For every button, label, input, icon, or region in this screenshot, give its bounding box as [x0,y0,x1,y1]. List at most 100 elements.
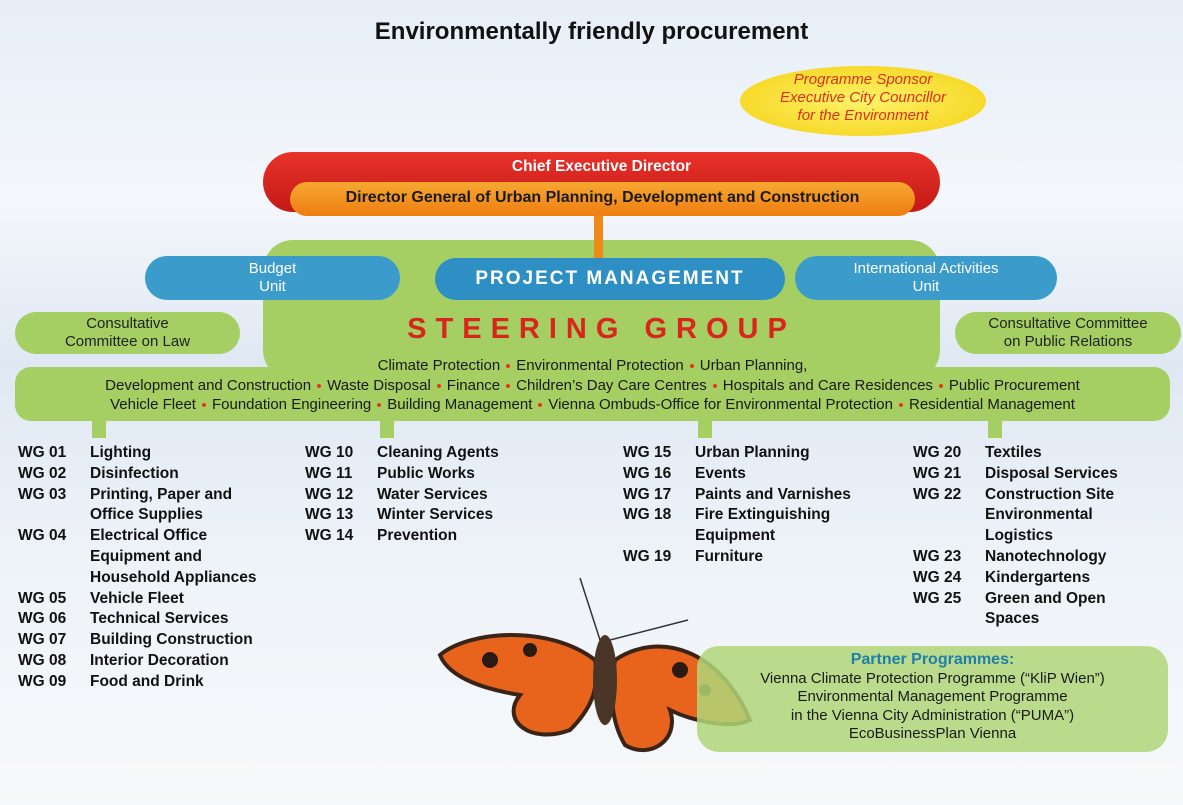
wg-name: Nanotechnology [985,547,1106,568]
wg-code: WG 24 [913,568,985,589]
wg-code: WG 23 [913,547,985,568]
wg-name: Printing, Paper andOffice Supplies [90,485,232,527]
wg-name-line: Urban Planning [695,443,810,464]
wg-name-line: Winter Services [377,505,493,526]
wg-code: WG 08 [18,651,90,672]
partner-line: in the Vienna City Administration (“PUMA… [697,707,1168,726]
wg-name: Technical Services [90,609,228,630]
partner-line: EcoBusinessPlan Vienna [697,725,1168,744]
wg-row: WG 11Public Works [305,464,499,485]
chief: Chief Executive Director [263,158,940,176]
wg-name-line: Equipment [695,526,830,547]
wg-code: WG 18 [623,505,695,547]
wg-code: WG 25 [913,589,985,631]
wg-name-line: Food and Drink [90,672,204,693]
wg-name-line: Furniture [695,547,763,568]
wg-name-line: Interior Decoration [90,651,229,672]
sponsor-line: for the Environment [740,107,986,125]
wg-name-line: Cleaning Agents [377,443,499,464]
member: Building Management [387,396,532,413]
wg-code: WG 16 [623,464,695,485]
project-management: PROJECT MANAGEMENT [435,258,785,300]
wg-name: Furniture [695,547,763,568]
sponsor-box: Programme Sponsor Executive City Council… [740,66,986,136]
members-line: Development and Construction Waste Dispos… [15,376,1170,396]
separator-dot [899,403,903,407]
antenna [580,578,600,640]
partner-line: Environmental Management Programme [697,688,1168,707]
wg-code: WG 20 [913,443,985,464]
member: Vienna Ombuds-Office for Environmental P… [548,396,893,413]
members-line: Vehicle FleetFoundation EngineeringBuild… [15,395,1170,415]
body [593,635,617,725]
separator-dot [506,384,510,388]
wg-name: Disinfection [90,464,179,485]
wg-code: WG 01 [18,443,90,464]
wg-code: WG 15 [623,443,695,464]
wg-name-line: Electrical Office [90,526,257,547]
wg-name: Lighting [90,443,151,464]
separator-dot [377,403,381,407]
wg-name-line: Nanotechnology [985,547,1106,568]
wg-name-line: Prevention [377,526,457,547]
consult-law: Consultative Committee on Law [15,312,240,354]
member: Climate Protection [378,357,501,374]
wg-name-line: Disinfection [90,464,179,485]
page: Environmentally friendly procurement Pro… [0,0,1183,805]
partner-box: Partner Programmes: Vienna Climate Prote… [697,646,1168,752]
separator-dot [538,403,542,407]
international-unit: International Activities Unit [795,256,1057,300]
member: Development and Construction [105,377,311,394]
wg-name: Prevention [377,526,457,547]
budget-line: Budget [145,260,400,278]
international-line: Unit [795,278,1057,296]
wg-name-line: Textiles [985,443,1042,464]
member: Children’s Day Care Centres [516,377,707,394]
title: Environmentally friendly procurement [0,18,1183,46]
member: Public Procurement [949,377,1080,394]
wg-name-line: Public Works [377,464,475,485]
budget-line: Unit [145,278,400,296]
wg-name: Disposal Services [985,464,1118,485]
wg-code: WG 09 [18,672,90,693]
partner-title: Partner Programmes: [697,651,1168,670]
partner-line: Vienna Climate Protection Programme (“Kl… [697,670,1168,689]
consult-pr-line: Consultative Committee [955,315,1181,333]
wg-name: Events [695,464,746,485]
wg-name-line: Events [695,464,746,485]
member: Environmental Protection [516,357,684,374]
member: Urban Planning, [700,357,808,374]
wg-code: WG 19 [623,547,695,568]
international-line: International Activities [795,260,1057,278]
wg-code: WG 03 [18,485,90,527]
connector [380,418,394,438]
spot [482,652,498,668]
wg-name: Cleaning Agents [377,443,499,464]
wg-name: Food and Drink [90,672,204,693]
wg-row: WG 05Vehicle Fleet [18,589,257,610]
wg-code: WG 07 [18,630,90,651]
member: Waste Disposal [327,377,431,394]
steering-group: STEERING GROUP [263,313,940,346]
separator-dot [713,384,717,388]
spot [523,643,537,657]
wg-code: WG 14 [305,526,377,547]
separator-dot [939,384,943,388]
sponsor-line: Programme Sponsor [740,71,986,89]
wg-code: WG 11 [305,464,377,485]
wg-name-line: Spaces [985,609,1106,630]
wg-name-line: Disposal Services [985,464,1118,485]
wg-name-line: Construction Site [985,485,1114,506]
